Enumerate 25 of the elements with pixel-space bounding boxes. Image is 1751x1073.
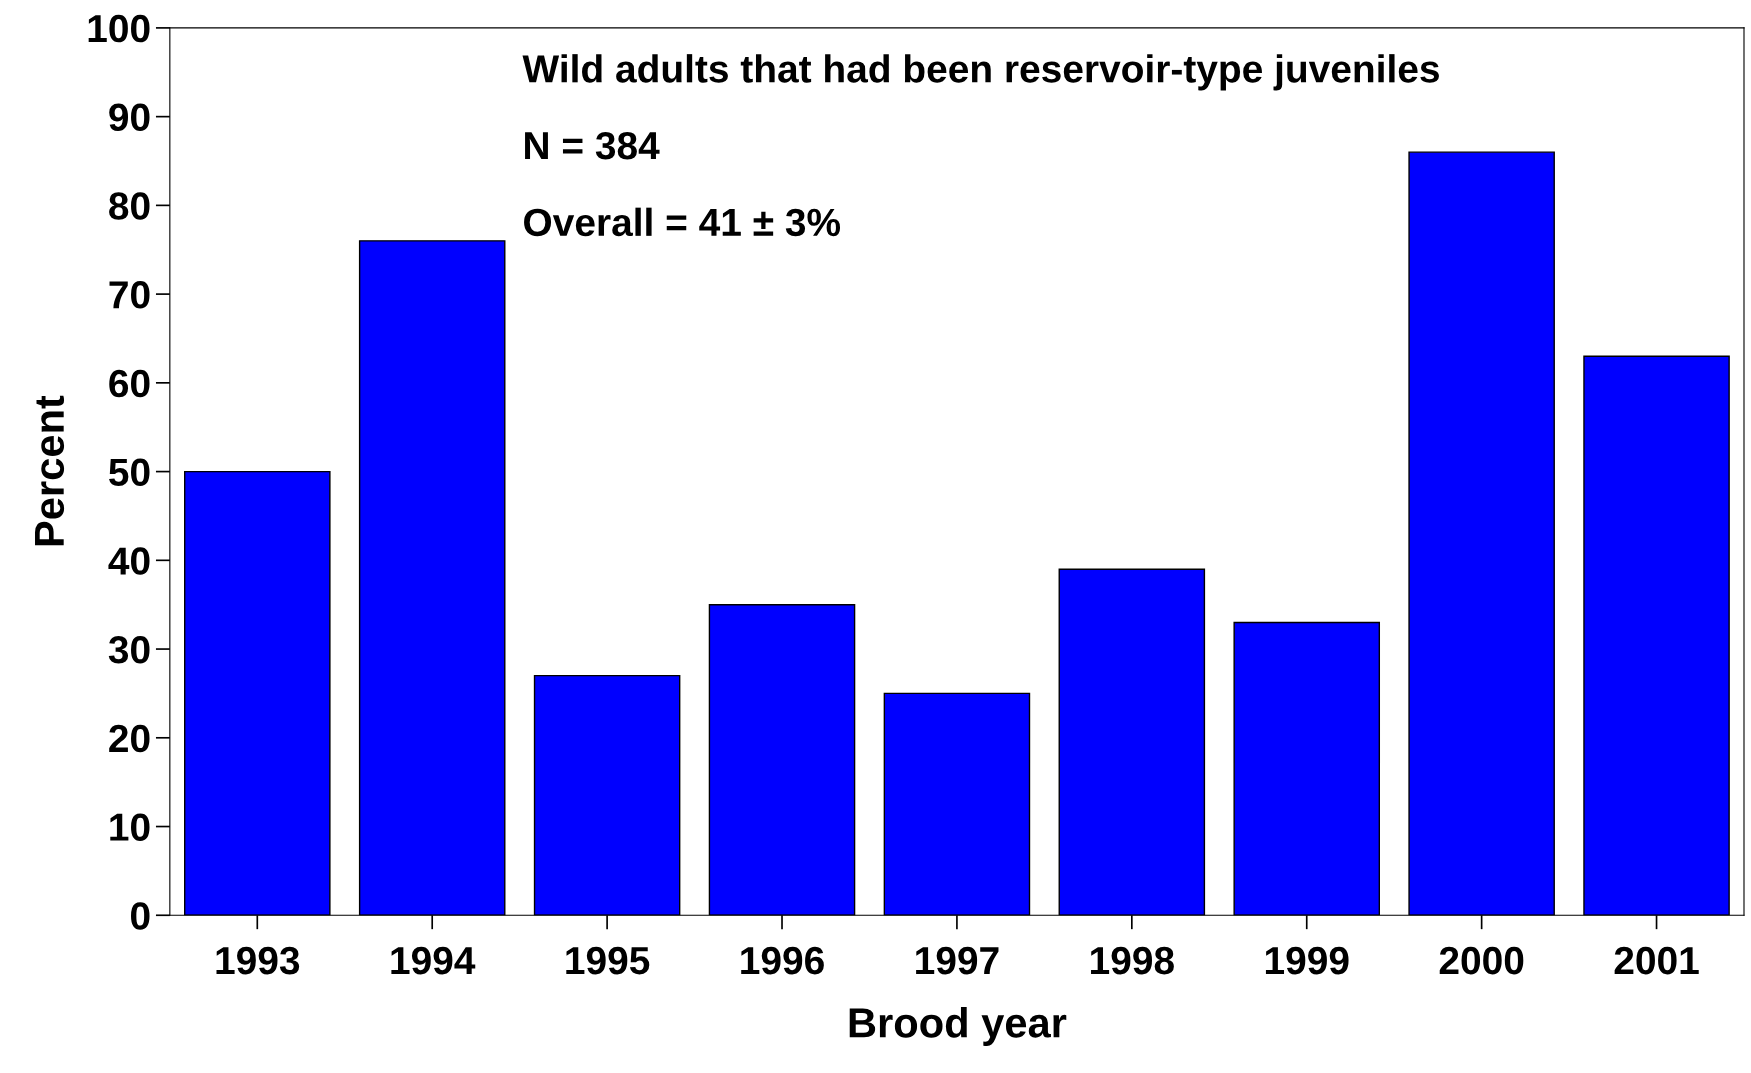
x-tick-label: 2000 [1439, 946, 1524, 975]
annotation: N = 384 [525, 131, 660, 160]
y-tick-label: 80 [109, 192, 150, 220]
y-tick-label: 100 [88, 14, 150, 43]
y-tick-label: 60 [109, 369, 150, 398]
y-tick-label: 90 [109, 103, 150, 132]
y-tick-label: 70 [109, 281, 150, 309]
x-axis-title: Brood year [849, 1007, 1067, 1046]
x-tick-label: 1993 [216, 946, 300, 975]
annotation: Overall = 41 ± 3% [524, 207, 841, 237]
y-tick-label: 10 [110, 813, 150, 842]
y-tick-label: 30 [108, 635, 150, 664]
y-tick-label: 40 [108, 547, 150, 575]
x-tick-label: 2001 [1614, 946, 1699, 975]
y-tick-label: 20 [109, 724, 150, 753]
y-tick-label: 50 [109, 458, 150, 487]
y-axis-title: Percent [35, 395, 65, 546]
x-tick-label: 1996 [741, 946, 824, 975]
annotation: Wild adults that had been reservoir-type juveniles [522, 54, 1439, 91]
x-tick-label: 1994 [391, 946, 476, 975]
x-tick-label: 1998 [1091, 946, 1174, 975]
y-tick-label: 0 [131, 902, 150, 930]
x-tick-label: 1999 [1265, 946, 1349, 975]
x-tick-label: 1995 [566, 946, 650, 975]
x-tick-label: 1997 [916, 946, 999, 975]
